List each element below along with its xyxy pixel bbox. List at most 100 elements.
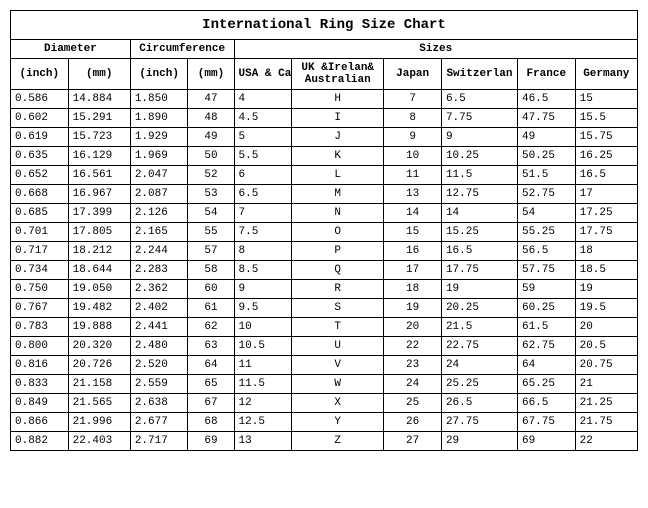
table-cell: 56.5 xyxy=(517,242,575,261)
table-cell: 17.399 xyxy=(68,204,130,223)
table-row: 0.84921.5652.6386712X2526.566.521.25 xyxy=(11,394,638,413)
table-row: 0.83321.1582.5596511.5W2425.2565.2521 xyxy=(11,375,638,394)
table-cell: 65.25 xyxy=(517,375,575,394)
column-header: France xyxy=(517,59,575,90)
table-cell: 2.087 xyxy=(130,185,188,204)
table-cell: 10.25 xyxy=(441,147,517,166)
table-cell: R xyxy=(292,280,384,299)
table-cell: 2.638 xyxy=(130,394,188,413)
table-cell: 18 xyxy=(575,242,637,261)
table-cell: 27.75 xyxy=(441,413,517,432)
table-cell: 21 xyxy=(575,375,637,394)
table-cell: 15 xyxy=(575,90,637,109)
table-cell: 0.635 xyxy=(11,147,69,166)
table-cell: 7.5 xyxy=(234,223,292,242)
table-cell: 55.25 xyxy=(517,223,575,242)
table-cell: 21.25 xyxy=(575,394,637,413)
table-cell: M xyxy=(292,185,384,204)
table-cell: 2.165 xyxy=(130,223,188,242)
table-cell: 0.734 xyxy=(11,261,69,280)
table-cell: 5 xyxy=(234,128,292,147)
table-cell: 0.833 xyxy=(11,375,69,394)
table-cell: 22 xyxy=(384,337,442,356)
table-cell: Z xyxy=(292,432,384,451)
table-cell: 14.884 xyxy=(68,90,130,109)
table-cell: 17.805 xyxy=(68,223,130,242)
table-cell: 24 xyxy=(384,375,442,394)
table-cell: P xyxy=(292,242,384,261)
table-cell: 5.5 xyxy=(234,147,292,166)
table-cell: 20 xyxy=(575,318,637,337)
table-cell: 19 xyxy=(575,280,637,299)
table-cell: 18.212 xyxy=(68,242,130,261)
table-cell: 2.677 xyxy=(130,413,188,432)
table-cell: 16.561 xyxy=(68,166,130,185)
table-cell: 11.5 xyxy=(234,375,292,394)
table-cell: 12 xyxy=(234,394,292,413)
table-cell: 52 xyxy=(188,166,234,185)
table-cell: H xyxy=(292,90,384,109)
table-cell: 63 xyxy=(188,337,234,356)
table-cell: 2.283 xyxy=(130,261,188,280)
table-cell: 0.701 xyxy=(11,223,69,242)
table-cell: 17 xyxy=(384,261,442,280)
table-cell: 25 xyxy=(384,394,442,413)
table-row: 0.58614.8841.850474H76.546.515 xyxy=(11,90,638,109)
table-cell: 21.5 xyxy=(441,318,517,337)
table-cell: 2.717 xyxy=(130,432,188,451)
table-cell: 50 xyxy=(188,147,234,166)
table-cell: 0.816 xyxy=(11,356,69,375)
table-cell: 9 xyxy=(441,128,517,147)
table-cell: 54 xyxy=(188,204,234,223)
table-cell: N xyxy=(292,204,384,223)
table-cell: 8 xyxy=(384,109,442,128)
column-header: (inch) xyxy=(130,59,188,90)
table-cell: 16 xyxy=(384,242,442,261)
table-cell: 25.25 xyxy=(441,375,517,394)
table-cell: I xyxy=(292,109,384,128)
table-cell: 24 xyxy=(441,356,517,375)
table-cell: 59 xyxy=(517,280,575,299)
table-cell: 16.25 xyxy=(575,147,637,166)
table-cell: 2.480 xyxy=(130,337,188,356)
table-row: 0.66816.9672.087536.5M1312.7552.7517 xyxy=(11,185,638,204)
table-cell: 2.362 xyxy=(130,280,188,299)
table-cell: 9 xyxy=(234,280,292,299)
column-header: (mm) xyxy=(68,59,130,90)
table-cell: 1.929 xyxy=(130,128,188,147)
table-cell: 2.244 xyxy=(130,242,188,261)
table-cell: 13 xyxy=(384,185,442,204)
table-cell: 61 xyxy=(188,299,234,318)
table-cell: 9.5 xyxy=(234,299,292,318)
table-cell: 11.5 xyxy=(441,166,517,185)
table-cell: 15.291 xyxy=(68,109,130,128)
table-row: 0.78319.8882.4416210T2021.561.520 xyxy=(11,318,638,337)
group-diameter: Diameter xyxy=(11,40,131,59)
table-cell: 52.75 xyxy=(517,185,575,204)
table-cell: 0.619 xyxy=(11,128,69,147)
table-cell: 53 xyxy=(188,185,234,204)
table-cell: 54 xyxy=(517,204,575,223)
table-cell: 10 xyxy=(384,147,442,166)
table-cell: 67 xyxy=(188,394,234,413)
table-cell: 62 xyxy=(188,318,234,337)
column-header: (inch) xyxy=(11,59,69,90)
table-cell: 49 xyxy=(517,128,575,147)
table-cell: 57 xyxy=(188,242,234,261)
group-sizes: Sizes xyxy=(234,40,637,59)
table-cell: 22.403 xyxy=(68,432,130,451)
table-cell: 26.5 xyxy=(441,394,517,413)
table-cell: 67.75 xyxy=(517,413,575,432)
table-cell: 16.967 xyxy=(68,185,130,204)
table-cell: 14 xyxy=(441,204,517,223)
column-header: Japan xyxy=(384,59,442,90)
table-cell: 19 xyxy=(384,299,442,318)
table-cell: 7.75 xyxy=(441,109,517,128)
table-cell: 0.783 xyxy=(11,318,69,337)
column-header: Switzerlan xyxy=(441,59,517,90)
column-header-row: (inch)(mm)(inch)(mm)USA & CanadaUK &Irel… xyxy=(11,59,638,90)
table-cell: 47.75 xyxy=(517,109,575,128)
table-row: 0.86621.9962.6776812.5Y2627.7567.7521.75 xyxy=(11,413,638,432)
table-cell: 11 xyxy=(234,356,292,375)
table-row: 0.81620.7262.5206411V23246420.75 xyxy=(11,356,638,375)
